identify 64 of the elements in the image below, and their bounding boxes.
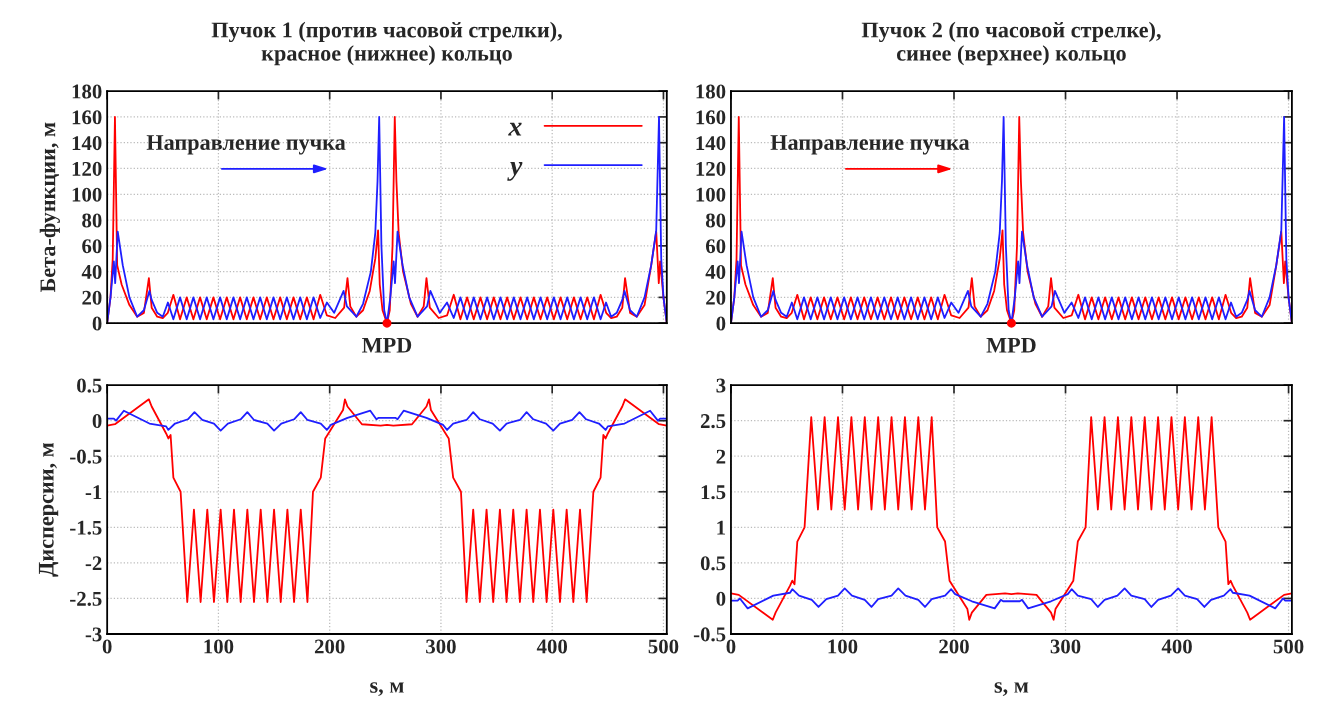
x-tick-label: 100 — [204, 639, 234, 654]
legend-label: y — [507, 162, 523, 181]
y-tick-label: 180 — [696, 84, 726, 99]
y-tick-label: -0.5 — [70, 449, 102, 464]
y-tick-label: 0.5 — [77, 378, 102, 393]
y-axis-title: Дисперсии, м — [38, 442, 59, 577]
line-series — [107, 398, 667, 603]
annotation: Направление пучка — [770, 135, 970, 155]
x-tick-label: 200 — [314, 639, 345, 654]
x-tick-label: 100 — [828, 639, 858, 654]
chart-title: Пучок 1 (против часовой стрелки), красное (нижнее) кольцо — [211, 21, 562, 66]
y-tick-label: -1.5 — [70, 520, 102, 535]
y-tick-label: -1 — [85, 485, 102, 500]
y-tick-label: 120 — [72, 161, 102, 176]
x-axis-title: s, м — [994, 682, 1029, 697]
y-tick-label: 60 — [82, 239, 102, 254]
y-tick-label: 40 — [705, 264, 726, 280]
x-tick-label: 500 — [1273, 639, 1304, 654]
y-tick-label: 0 — [92, 316, 102, 331]
line-series — [730, 587, 1292, 610]
chart-title: Пучок 2 (по часовой стрелке), синее (верхнее) кольцо — [861, 21, 1161, 66]
y-axis-title: Бета-функции, м — [39, 122, 60, 292]
line-series — [107, 409, 667, 432]
x-tick-label: 400 — [1161, 639, 1192, 654]
y-tick-label: -2 — [85, 556, 102, 571]
y-tick-label: 120 — [696, 161, 726, 176]
y-tick-label: 0 — [92, 414, 102, 429]
y-tick-label: 1 — [717, 520, 726, 535]
y-tick-label: 2 — [716, 449, 726, 464]
y-tick-label: 160 — [72, 110, 102, 125]
x-axis-title: s, м — [370, 682, 404, 697]
x-tick-label: 500 — [648, 639, 679, 654]
y-tick-label: 1.5 — [701, 485, 726, 500]
y-tick-label: 100 — [696, 187, 726, 202]
y-tick-label: 180 — [72, 84, 102, 99]
x-tick-label: 400 — [536, 639, 568, 654]
y-tick-label: 0 — [716, 316, 726, 331]
y-tick-label: 40 — [81, 264, 102, 280]
y-tick-label: 60 — [705, 239, 726, 254]
y-tick-label: 0.5 — [700, 556, 726, 571]
y-tick-label: 140 — [696, 136, 726, 151]
y-tick-label: 20 — [706, 290, 726, 305]
y-tick-label: -3 — [85, 627, 102, 642]
line-series — [730, 416, 1292, 621]
x-tick-label: 300 — [426, 639, 456, 654]
y-tick-label: 20 — [82, 290, 102, 305]
y-tick-label: 100 — [72, 187, 102, 202]
y-tick-label: -2.5 — [70, 591, 102, 606]
x-tick-label: 0 — [726, 639, 736, 654]
x-tick-label: 0 — [102, 639, 112, 654]
legend-label: x — [508, 122, 522, 136]
annotation: Направление пучка — [146, 135, 346, 155]
y-tick-label: 140 — [72, 136, 102, 151]
y-tick-label: 3 — [716, 378, 726, 393]
x-tick-label: 300 — [1050, 639, 1081, 654]
y-tick-label: 80 — [82, 213, 102, 228]
y-tick-label: -0.5 — [693, 627, 726, 642]
y-tick-label: 80 — [705, 213, 726, 228]
y-tick-label: 2.5 — [700, 414, 726, 429]
annotation: MPD — [362, 337, 412, 353]
x-tick-label: 200 — [939, 639, 969, 654]
y-tick-label: 0 — [716, 591, 726, 606]
annotation: MPD — [986, 337, 1036, 353]
y-tick-label: 160 — [696, 110, 726, 125]
